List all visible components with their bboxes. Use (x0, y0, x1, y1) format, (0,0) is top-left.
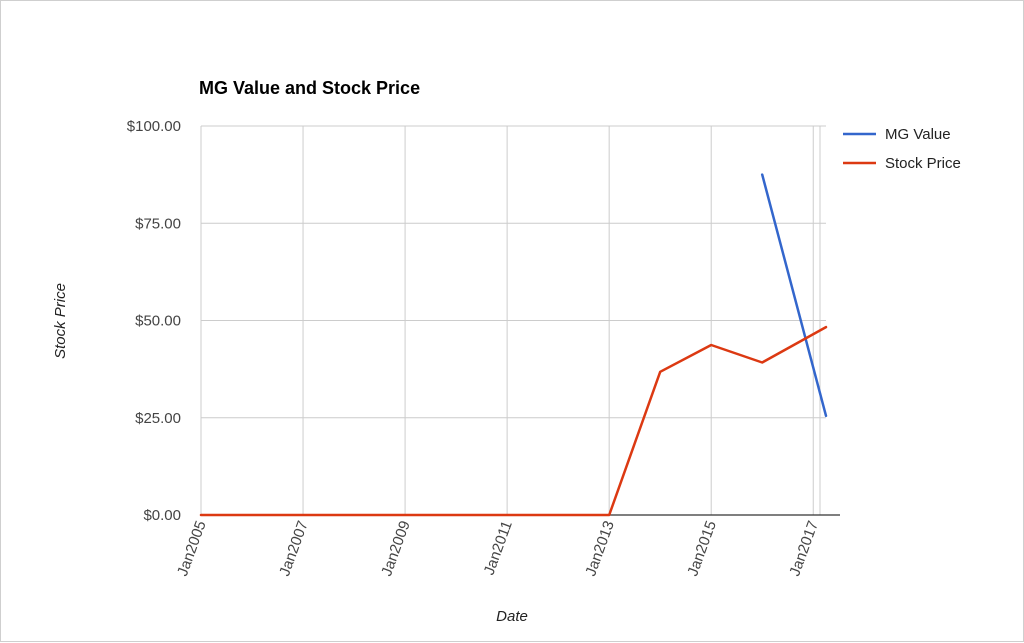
y-tick-label: $75.00 (135, 215, 181, 232)
legend: MG Value Stock Price (843, 126, 961, 172)
x-tick-label: Jan2015 (684, 519, 720, 579)
y-tick-label: $50.00 (135, 313, 181, 330)
x-tick-label: Jan2009 (378, 519, 414, 579)
x-axis-title: Date (496, 608, 528, 625)
y-tick-label: $25.00 (135, 410, 181, 427)
series-line-stock-price (199, 325, 828, 517)
y-tick-label: $0.00 (143, 507, 181, 524)
legend-label: MG Value (885, 126, 951, 143)
x-tick-label: Jan2011 (481, 519, 516, 578)
series-line-mg-value (760, 173, 828, 418)
gridlines (200, 125, 826, 515)
x-tick-label: Jan2013 (582, 519, 618, 579)
y-tick-label: $100.00 (127, 118, 181, 135)
series-lines (199, 173, 828, 517)
chart-title: MG Value and Stock Price (199, 78, 420, 98)
x-tick-label: Jan2017 (786, 519, 822, 579)
y-axis-title: Stock Price (52, 283, 69, 359)
axes: $0.00 $25.00 $50.00 $75.00 $100.00 Jan2005 Jan… (127, 118, 840, 578)
legend-label: Stock Price (885, 155, 961, 172)
x-tick-label: Jan2007 (276, 519, 312, 579)
x-tick-label: Jan2005 (174, 519, 210, 579)
